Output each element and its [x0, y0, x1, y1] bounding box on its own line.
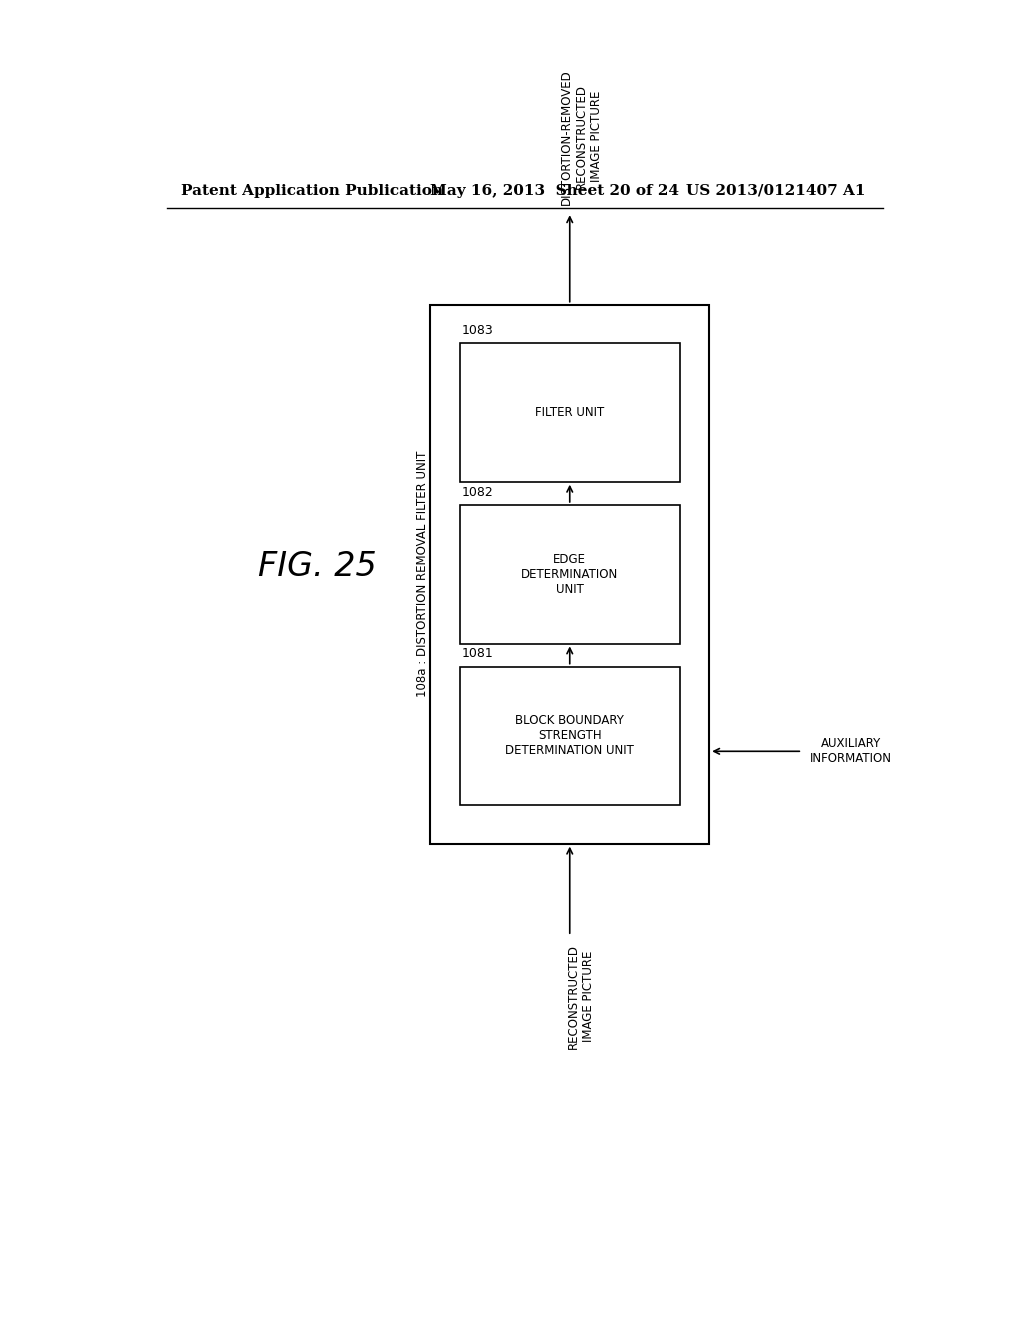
Text: FILTER UNIT: FILTER UNIT: [536, 407, 604, 418]
Text: May 16, 2013  Sheet 20 of 24: May 16, 2013 Sheet 20 of 24: [430, 183, 679, 198]
Text: 1083: 1083: [461, 323, 493, 337]
Text: DISTORTION-REMOVED
RECONSTRUCTED
IMAGE PICTURE: DISTORTION-REMOVED RECONSTRUCTED IMAGE P…: [560, 69, 603, 205]
Text: EDGE
DETERMINATION
UNIT: EDGE DETERMINATION UNIT: [521, 553, 618, 595]
Text: 1082: 1082: [461, 486, 493, 499]
Text: RECONSTRUCTED
IMAGE PICTURE: RECONSTRUCTED IMAGE PICTURE: [567, 944, 595, 1049]
Text: 1081: 1081: [461, 647, 493, 660]
Bar: [430, 305, 710, 843]
Text: Patent Application Publication: Patent Application Publication: [180, 183, 442, 198]
Bar: [460, 504, 680, 644]
Text: AUXILIARY
INFORMATION: AUXILIARY INFORMATION: [810, 738, 892, 766]
Text: US 2013/0121407 A1: US 2013/0121407 A1: [686, 183, 865, 198]
Bar: [460, 343, 680, 482]
Text: FIG. 25: FIG. 25: [258, 550, 377, 583]
Text: 108a : DISTORTION REMOVAL FILTER UNIT: 108a : DISTORTION REMOVAL FILTER UNIT: [416, 451, 429, 697]
Text: BLOCK BOUNDARY
STRENGTH
DETERMINATION UNIT: BLOCK BOUNDARY STRENGTH DETERMINATION UN…: [505, 714, 634, 758]
Bar: [460, 667, 680, 805]
